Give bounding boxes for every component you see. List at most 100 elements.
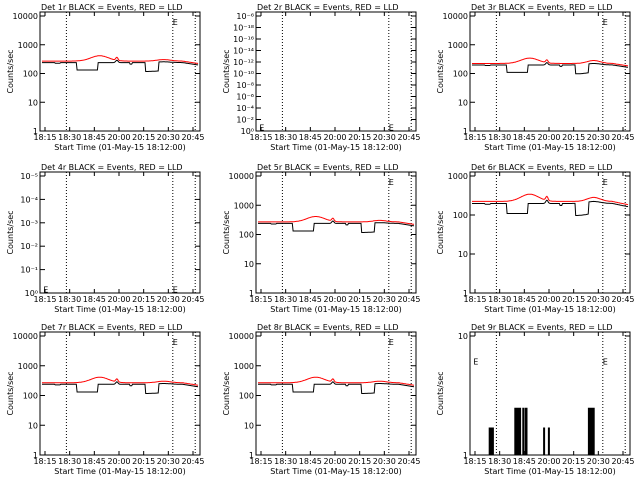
e-marker: E [173, 18, 178, 27]
x-tick-label: 20:30 [587, 295, 610, 304]
y-tick-label: 10⁻⁸ [236, 81, 254, 90]
x-tick-label: 20:15 [562, 133, 585, 142]
x-tick-label: 20:30 [157, 133, 180, 142]
chart-title: Det 6r BLACK = Events, RED = LLD [471, 163, 613, 172]
x-tick-label: 20:15 [348, 457, 371, 466]
x-tick-label: 20:30 [373, 133, 396, 142]
y-tick-label: 10⁻¹² [233, 58, 254, 67]
x-tick-label: 20:45 [397, 133, 420, 142]
e-marker: E [173, 338, 178, 347]
e-marker: E [473, 358, 478, 367]
x-tick-label: 18:15 [463, 133, 486, 142]
lld-series-line [42, 376, 199, 386]
x-tick-label: 20:30 [587, 457, 610, 466]
y-tick-label: 10 [458, 332, 468, 341]
x-tick-label: 20:00 [107, 295, 130, 304]
y-tick-label: 10000 [443, 12, 468, 21]
y-tick-label: 10 [458, 98, 468, 107]
y-tick-label: 10 [244, 260, 254, 269]
x-tick-label: 20:30 [373, 457, 396, 466]
e-marker: E [603, 18, 608, 27]
x-axis-label: Start Time (01-May-15 18:12:00) [54, 467, 185, 476]
y-tick-label: 10⁰ [25, 289, 38, 298]
x-tick-label: 18:30 [58, 295, 81, 304]
x-tick-label: 20:15 [562, 295, 585, 304]
x-tick-label: 18:30 [488, 133, 511, 142]
chart-panel-3: Det 3r BLACK = Events, RED = LLD 18:15 18:… [436, 3, 635, 152]
e-marker: E [603, 178, 608, 187]
y-axis-label: Counts/sec [6, 371, 15, 415]
y-tick-label: 1 [463, 127, 468, 136]
e-marker: E [389, 124, 394, 133]
y-tick-label: 10⁻³ [20, 219, 38, 228]
x-tick-label: 18:45 [299, 295, 322, 304]
x-tick-label: 18:45 [83, 457, 106, 466]
x-axis-label: Start Time (01-May-15 18:12:00) [270, 305, 401, 314]
y-axis-label: Counts/sec [6, 210, 15, 254]
x-tick-label: 18:30 [274, 457, 297, 466]
x-tick-label: 20:15 [132, 295, 155, 304]
x-tick-label: 20:45 [397, 295, 420, 304]
x-tick-label: 20:30 [587, 133, 610, 142]
y-tick-label: 1000 [448, 172, 468, 181]
x-axis-label: Start Time (01-May-15 18:12:00) [54, 143, 185, 152]
y-tick-label: 1 [249, 451, 254, 460]
y-tick-label: 10000 [229, 332, 254, 341]
x-tick-label: 18:45 [83, 133, 106, 142]
x-axis-label: Start Time (01-May-15 18:12:00) [270, 467, 401, 476]
x-axis-label: Start Time (01-May-15 18:12:00) [484, 305, 615, 314]
x-tick-label: 20:15 [132, 457, 155, 466]
y-tick-label: 1000 [234, 362, 254, 371]
events-series-line [470, 407, 630, 456]
x-tick-label: 20:00 [537, 295, 560, 304]
chart-title: Det 3r BLACK = Events, RED = LLD [471, 3, 613, 12]
y-tick-label: 10 [28, 98, 38, 107]
y-tick-label: 1 [463, 451, 468, 460]
e-marker: E [173, 286, 178, 295]
y-tick-label: 10⁻¹⁰ [233, 70, 254, 79]
x-tick-label: 18:15 [249, 133, 272, 142]
y-tick-label: 10⁻⁴ [236, 104, 254, 113]
x-tick-label: 18:45 [299, 457, 322, 466]
x-tick-label: 20:30 [157, 457, 180, 466]
y-tick-label: 10⁻¹⁴ [233, 47, 254, 56]
x-tick-label: 18:15 [463, 457, 486, 466]
y-tick-label: 10⁻⁶ [236, 93, 254, 102]
x-tick-label: 20:15 [562, 457, 585, 466]
lld-series-line [258, 216, 415, 225]
chart-title: Det 7r BLACK = Events, RED = LLD [41, 323, 183, 332]
plot-frame [469, 11, 631, 132]
events-series-line [42, 381, 199, 394]
x-tick-label: 20:45 [181, 295, 204, 304]
y-tick-label: 1000 [448, 41, 468, 50]
lld-series-line [472, 193, 629, 206]
e-marker: E [259, 124, 264, 133]
chart-title: Det 5r BLACK = Events, RED = LLD [257, 163, 399, 172]
x-tick-label: 20:45 [611, 457, 634, 466]
x-tick-label: 20:30 [157, 295, 180, 304]
y-tick-label: 1000 [18, 362, 38, 371]
y-tick-label: 10⁻¹⁶ [233, 35, 254, 44]
x-tick-label: 20:45 [181, 133, 204, 142]
x-tick-label: 18:30 [274, 295, 297, 304]
x-tick-label: 20:00 [323, 133, 346, 142]
y-tick-label: 10 [244, 421, 254, 430]
lld-series-line [472, 57, 629, 67]
y-tick-label: 1 [249, 289, 254, 298]
x-tick-label: 18:45 [513, 295, 536, 304]
x-tick-label: 20:00 [107, 457, 130, 466]
events-series-line [472, 62, 629, 75]
y-tick-label: 100 [23, 392, 38, 401]
chart-title: Det 9r BLACK = Events, RED = LLD [471, 323, 613, 332]
plot-frame [39, 11, 201, 132]
y-tick-label: 10000 [13, 12, 38, 21]
lld-series-line [258, 376, 415, 386]
x-tick-label: 18:15 [33, 295, 56, 304]
lld-series-line [42, 55, 199, 64]
plot-frame [39, 331, 201, 456]
plot-frame [39, 171, 201, 294]
